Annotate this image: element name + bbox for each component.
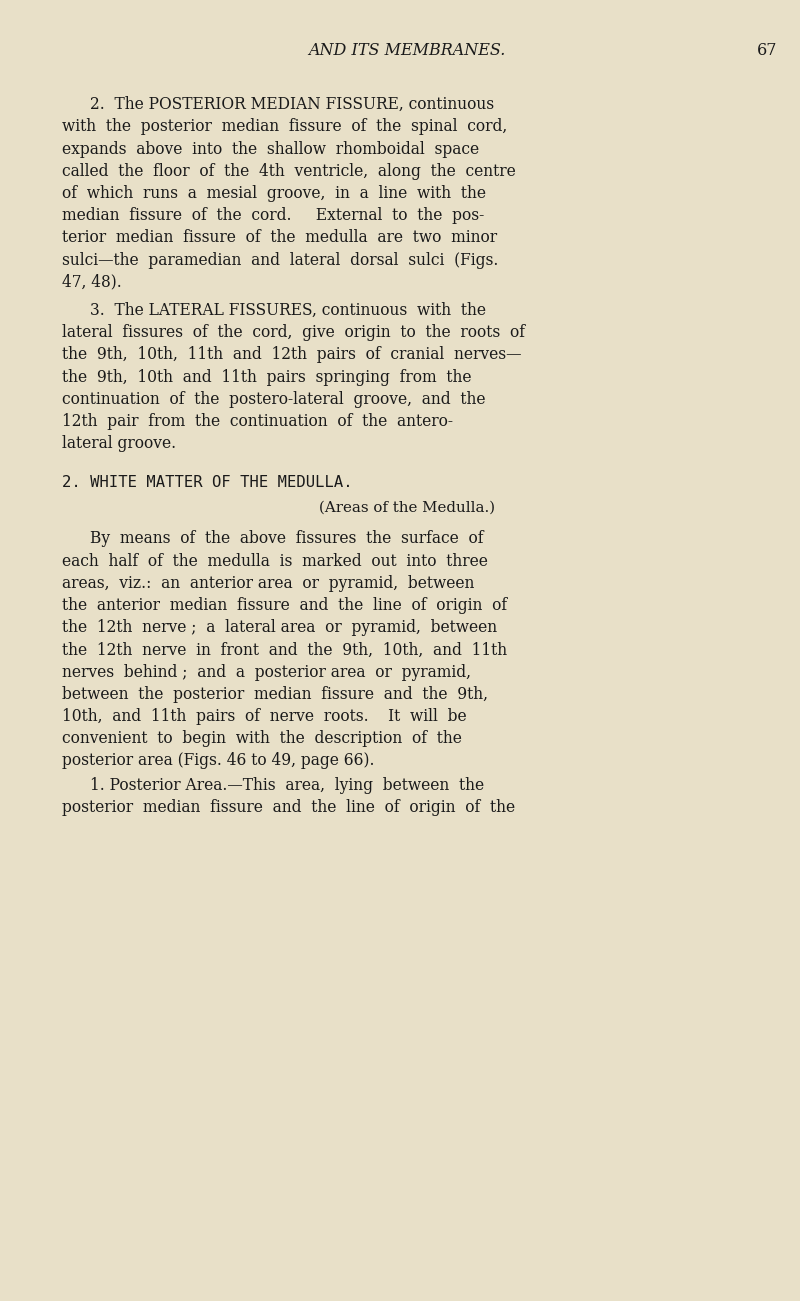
Text: areas,  viz.:  an  anterior area  or  pyramid,  between: areas, viz.: an anterior area or pyramid… <box>62 575 474 592</box>
Text: terior  median  fissure  of  the  medulla  are  two  minor: terior median fissure of the medulla are… <box>62 229 497 246</box>
Text: convenient  to  begin  with  the  description  of  the: convenient to begin with the description… <box>62 730 462 747</box>
Text: the  9th,  10th  and  11th  pairs  springing  from  the: the 9th, 10th and 11th pairs springing f… <box>62 368 471 385</box>
Text: continuation  of  the  postero-lateral  groove,  and  the: continuation of the postero-lateral groo… <box>62 390 486 407</box>
Text: 12th  pair  from  the  continuation  of  the  antero-: 12th pair from the continuation of the a… <box>62 412 453 431</box>
Text: the  12th  nerve ;  a  lateral area  or  pyramid,  between: the 12th nerve ; a lateral area or pyram… <box>62 619 497 636</box>
Text: 47, 48).: 47, 48). <box>62 273 122 291</box>
Text: nerves  behind ;  and  a  posterior area  or  pyramid,: nerves behind ; and a posterior area or … <box>62 664 471 680</box>
Text: 3.  The LATERAL FISSURES, continuous  with  the: 3. The LATERAL FISSURES, continuous with… <box>90 302 486 319</box>
Text: 10th,  and  11th  pairs  of  nerve  roots.    It  will  be: 10th, and 11th pairs of nerve roots. It … <box>62 708 466 725</box>
Text: 67: 67 <box>757 42 778 59</box>
Text: expands  above  into  the  shallow  rhomboidal  space: expands above into the shallow rhomboida… <box>62 141 479 157</box>
Text: posterior  median  fissure  and  the  line  of  origin  of  the: posterior median fissure and the line of… <box>62 799 515 816</box>
Text: the  9th,  10th,  11th  and  12th  pairs  of  cranial  nerves—: the 9th, 10th, 11th and 12th pairs of cr… <box>62 346 522 363</box>
Text: between  the  posterior  median  fissure  and  the  9th,: between the posterior median fissure and… <box>62 686 488 703</box>
Text: 2. WHITE MATTER OF THE MEDULLA.: 2. WHITE MATTER OF THE MEDULLA. <box>62 475 353 490</box>
Text: sulci—the  paramedian  and  lateral  dorsal  sulci  (Figs.: sulci—the paramedian and lateral dorsal … <box>62 251 498 268</box>
Text: the  12th  nerve  in  front  and  the  9th,  10th,  and  11th: the 12th nerve in front and the 9th, 10t… <box>62 641 507 658</box>
Text: By  means  of  the  above  fissures  the  surface  of: By means of the above fissures the surfa… <box>90 531 483 548</box>
Text: median  fissure  of  the  cord.     External  to  the  pos-: median fissure of the cord. External to … <box>62 207 484 224</box>
Text: lateral  fissures  of  the  cord,  give  origin  to  the  roots  of: lateral fissures of the cord, give origi… <box>62 324 525 341</box>
Text: each  half  of  the  medulla  is  marked  out  into  three: each half of the medulla is marked out i… <box>62 553 488 570</box>
Text: 1. Posterior Area.—This  area,  lying  between  the: 1. Posterior Area.—This area, lying betw… <box>90 777 484 794</box>
Text: called  the  floor  of  the  4th  ventricle,  along  the  centre: called the floor of the 4th ventricle, a… <box>62 163 516 180</box>
Text: the  anterior  median  fissure  and  the  line  of  origin  of: the anterior median fissure and the line… <box>62 597 507 614</box>
Text: of  which  runs  a  mesial  groove,  in  a  line  with  the: of which runs a mesial groove, in a line… <box>62 185 486 202</box>
Text: with  the  posterior  median  fissure  of  the  spinal  cord,: with the posterior median fissure of the… <box>62 118 507 135</box>
Text: 2.  The POSTERIOR MEDIAN FISSURE, continuous: 2. The POSTERIOR MEDIAN FISSURE, continu… <box>90 96 494 113</box>
Text: posterior area (Figs. 46 to 49, page 66).: posterior area (Figs. 46 to 49, page 66)… <box>62 752 374 769</box>
Text: lateral groove.: lateral groove. <box>62 436 176 453</box>
Text: AND ITS MEMBRANES.: AND ITS MEMBRANES. <box>308 42 506 59</box>
Text: (Areas of the Medulla.): (Areas of the Medulla.) <box>319 501 495 515</box>
